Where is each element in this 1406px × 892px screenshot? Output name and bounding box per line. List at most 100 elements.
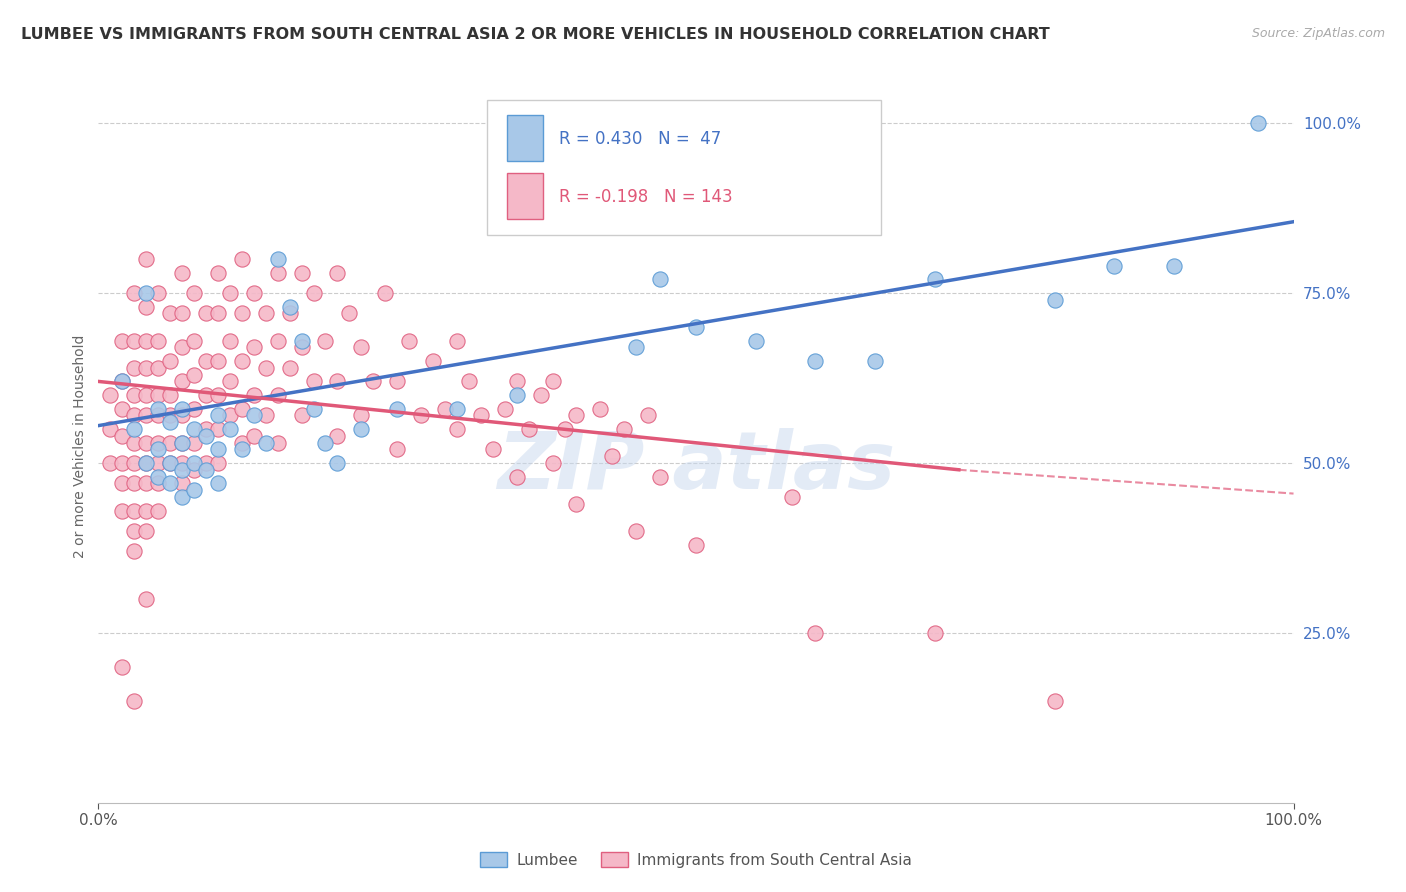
Point bbox=[254, 360, 277, 375]
Point bbox=[254, 306, 277, 320]
Point bbox=[183, 435, 205, 450]
Point bbox=[254, 409, 277, 423]
Point bbox=[219, 422, 242, 436]
Point bbox=[685, 537, 707, 551]
Point bbox=[804, 354, 827, 368]
Point bbox=[278, 360, 301, 375]
Point bbox=[195, 429, 218, 443]
Point bbox=[243, 409, 266, 423]
Bar bbox=[508, 115, 543, 161]
Point bbox=[148, 401, 170, 416]
Point bbox=[243, 286, 266, 301]
Point bbox=[124, 388, 146, 402]
Point bbox=[124, 334, 146, 348]
Point bbox=[172, 435, 194, 450]
Point bbox=[278, 306, 301, 320]
Point bbox=[1163, 259, 1185, 273]
Point bbox=[219, 334, 242, 348]
Point bbox=[207, 306, 229, 320]
FancyBboxPatch shape bbox=[486, 100, 882, 235]
Point bbox=[207, 409, 229, 423]
Point bbox=[135, 476, 157, 491]
Point bbox=[231, 435, 253, 450]
Point bbox=[648, 272, 672, 286]
Point bbox=[302, 401, 325, 416]
Point bbox=[111, 375, 134, 389]
Point bbox=[148, 456, 170, 470]
Point bbox=[517, 422, 540, 436]
Point bbox=[350, 409, 373, 423]
Point bbox=[135, 252, 157, 266]
Point bbox=[111, 401, 134, 416]
Point bbox=[385, 401, 409, 416]
Point bbox=[207, 354, 229, 368]
Point bbox=[219, 375, 242, 389]
Point bbox=[172, 476, 194, 491]
Point bbox=[780, 490, 803, 504]
Point bbox=[159, 456, 181, 470]
Point bbox=[267, 388, 290, 402]
Point bbox=[124, 503, 146, 517]
Point bbox=[148, 476, 170, 491]
Point bbox=[267, 435, 290, 450]
Point bbox=[231, 354, 253, 368]
Point bbox=[195, 306, 218, 320]
Point bbox=[124, 456, 146, 470]
Point bbox=[124, 435, 146, 450]
Point bbox=[148, 360, 170, 375]
Point bbox=[183, 422, 205, 436]
Point bbox=[124, 422, 146, 436]
Point bbox=[183, 401, 205, 416]
Point bbox=[411, 409, 433, 423]
Point bbox=[207, 456, 229, 470]
Point bbox=[637, 409, 659, 423]
Point bbox=[148, 334, 170, 348]
Point bbox=[195, 422, 218, 436]
Point bbox=[613, 422, 636, 436]
Point bbox=[446, 401, 468, 416]
Point bbox=[195, 354, 218, 368]
Point bbox=[111, 334, 134, 348]
Point bbox=[135, 524, 157, 538]
Point bbox=[302, 375, 325, 389]
Point bbox=[506, 388, 529, 402]
Point bbox=[172, 401, 194, 416]
Point bbox=[219, 409, 242, 423]
Point bbox=[159, 354, 181, 368]
Point bbox=[207, 266, 229, 280]
Point bbox=[350, 341, 373, 355]
Point bbox=[159, 415, 181, 429]
Legend: Lumbee, Immigrants from South Central Asia: Lumbee, Immigrants from South Central As… bbox=[474, 846, 918, 873]
Y-axis label: 2 or more Vehicles in Household: 2 or more Vehicles in Household bbox=[73, 334, 87, 558]
Point bbox=[111, 476, 134, 491]
Point bbox=[446, 334, 468, 348]
Text: ZIP atlas: ZIP atlas bbox=[496, 428, 896, 507]
Point bbox=[159, 306, 181, 320]
Point bbox=[924, 272, 946, 286]
Point bbox=[135, 388, 157, 402]
Point bbox=[159, 456, 181, 470]
Point bbox=[124, 409, 146, 423]
Point bbox=[183, 334, 205, 348]
Point bbox=[231, 442, 253, 457]
Point bbox=[159, 409, 181, 423]
Point bbox=[111, 660, 134, 674]
Point bbox=[267, 266, 290, 280]
Point bbox=[506, 469, 529, 483]
Point bbox=[135, 286, 157, 301]
Point bbox=[254, 435, 277, 450]
Point bbox=[135, 334, 157, 348]
Point bbox=[135, 456, 157, 470]
Point bbox=[385, 442, 409, 457]
Point bbox=[159, 388, 181, 402]
Point bbox=[315, 334, 337, 348]
Point bbox=[602, 449, 624, 463]
Point bbox=[302, 286, 325, 301]
Point bbox=[865, 354, 887, 368]
Text: Source: ZipAtlas.com: Source: ZipAtlas.com bbox=[1251, 27, 1385, 40]
Point bbox=[374, 286, 396, 301]
Point bbox=[494, 401, 516, 416]
Point bbox=[172, 266, 194, 280]
Point bbox=[470, 409, 492, 423]
Point bbox=[207, 442, 229, 457]
